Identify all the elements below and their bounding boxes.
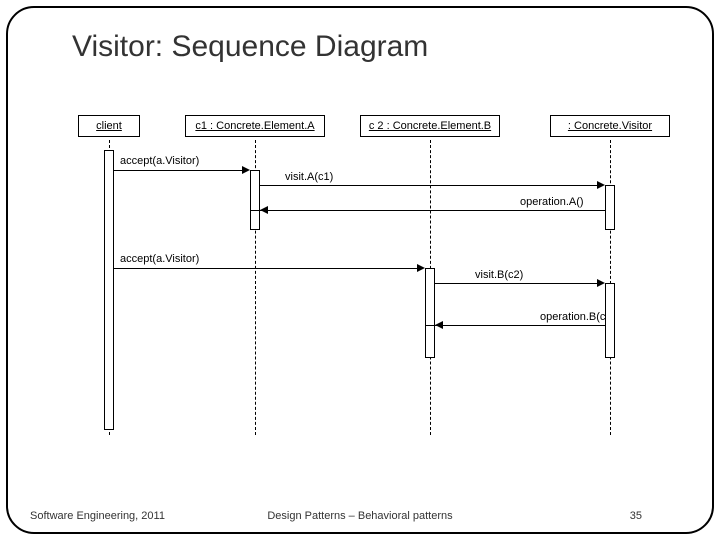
message-label: visit.A(c1) [285,171,333,183]
arrow-head-icon [417,264,425,272]
message-label: accept(a.Visitor) [120,155,199,167]
participant-label: c1 : Concrete.Element.A [195,120,314,132]
participant-client: client [78,115,140,137]
activation-bar [104,150,114,430]
message-arrow [435,325,605,326]
message-arrow [260,185,597,186]
message-label: accept(a.Visitor) [120,253,199,265]
participant-label: client [96,120,122,132]
message-arrow [260,210,605,211]
activation-bar [605,283,615,358]
arrow-head-icon [260,206,268,214]
message-label: visit.B(c2) [475,269,523,281]
footer-center: Design Patterns – Behavioral patterns [0,510,720,522]
activation-bar [425,325,435,358]
message-arrow [435,283,597,284]
message-arrow [114,170,242,171]
slide-title: Visitor: Sequence Diagram [72,30,428,64]
footer-page-number: 35 [630,510,642,522]
participant-c1: c1 : Concrete.Element.A [185,115,325,137]
message-label: operation.B(c [540,311,605,323]
arrow-head-icon [597,181,605,189]
activation-bar [250,210,260,230]
participant-visitor: : Concrete.Visitor [550,115,670,137]
arrow-head-icon [435,321,443,329]
participant-c2: c 2 : Concrete.Element.B [360,115,500,137]
message-arrow [114,268,417,269]
activation-bar [605,185,615,230]
message-label: operation.A() [520,196,584,208]
participant-label: c 2 : Concrete.Element.B [369,120,491,132]
arrow-head-icon [242,166,250,174]
arrow-head-icon [597,279,605,287]
participant-label: : Concrete.Visitor [568,120,652,132]
sequence-diagram: client c1 : Concrete.Element.A c 2 : Con… [60,115,680,455]
